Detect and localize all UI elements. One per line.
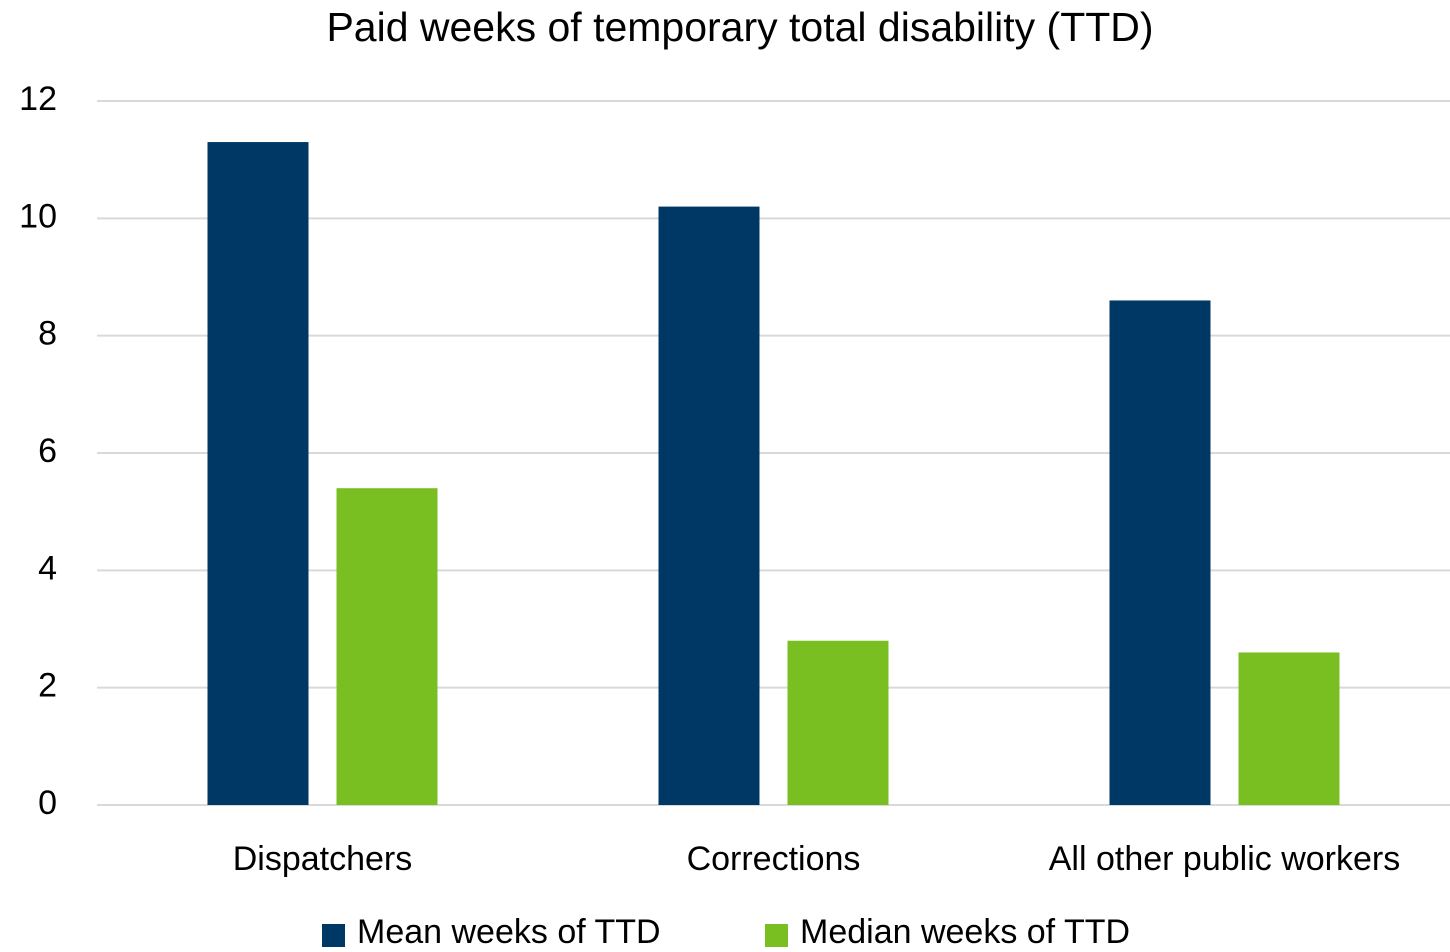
legend-swatch <box>765 924 788 947</box>
bar <box>658 206 760 806</box>
legend-label: Median weeks of TTD <box>800 913 1130 951</box>
chart-title: Paid weeks of temporary total disability… <box>326 4 1153 50</box>
y-tick-label: 2 <box>38 667 57 705</box>
y-tick-label: 8 <box>38 315 57 353</box>
legend-swatch <box>322 924 345 947</box>
y-tick-label: 12 <box>19 80 57 118</box>
bar <box>207 142 309 806</box>
x-tick-label: All other public workers <box>1049 840 1400 878</box>
y-tick-label: 0 <box>38 784 57 822</box>
bar <box>787 640 889 805</box>
bar <box>1238 652 1340 805</box>
x-tick-label: Corrections <box>687 840 861 878</box>
bar <box>1109 300 1211 805</box>
x-tick-label: Dispatchers <box>233 840 413 878</box>
bar <box>336 488 438 805</box>
y-tick-label: 6 <box>38 432 57 470</box>
y-tick-label: 4 <box>38 549 57 587</box>
y-tick-label: 10 <box>19 197 57 235</box>
legend-label: Mean weeks of TTD <box>357 913 661 951</box>
